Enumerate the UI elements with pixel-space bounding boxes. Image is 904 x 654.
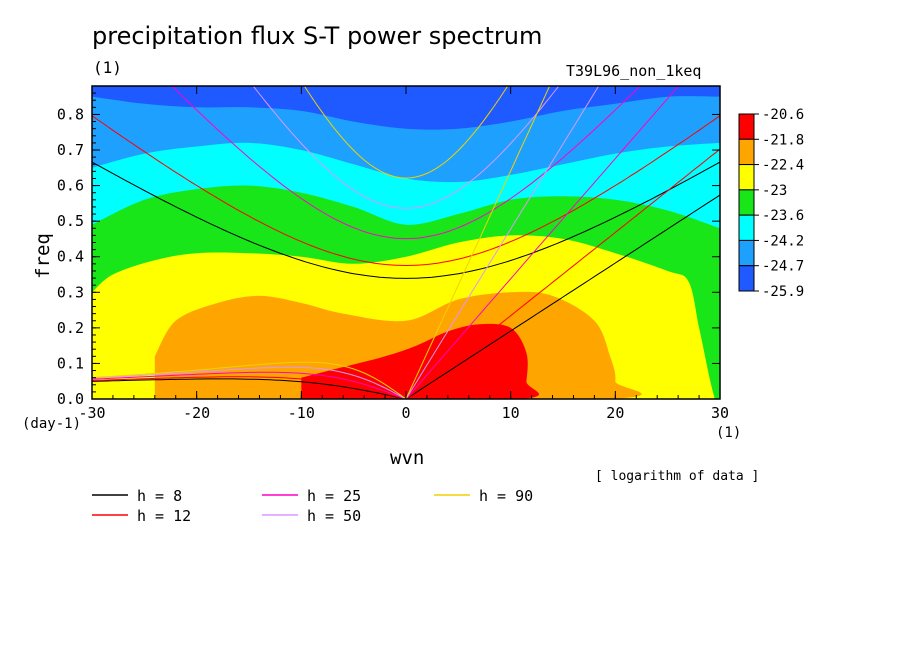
- contour-band-6: [301, 323, 539, 399]
- colorbar-cell-1: [738, 138, 755, 166]
- plot-area: [92, 86, 720, 399]
- x-tick-label: 10: [502, 404, 520, 422]
- y-axis-label: freq: [31, 233, 54, 279]
- y-units-label: (day-1): [22, 416, 82, 432]
- x-units-label: (1): [716, 425, 742, 441]
- igw-curve-h50: [252, 86, 560, 209]
- colorbar-label: -22.4: [762, 158, 804, 174]
- chart-title: precipitation flux S-T power spectrum: [92, 22, 543, 50]
- x-tick-label: -30: [78, 404, 105, 422]
- units-left-label: (1): [93, 58, 122, 77]
- kelvin-curve-h25: [405, 86, 680, 399]
- y-tick-label: 0.2: [57, 319, 84, 337]
- kelvin-curve-h12: [405, 148, 720, 399]
- colorbar-label: -23.6: [762, 208, 804, 224]
- rossby-curve-h12: [92, 376, 407, 399]
- x-axis-label: wvn: [390, 447, 425, 469]
- y-tick-label: 0.5: [57, 212, 84, 230]
- y-tick-label: 0.6: [57, 177, 84, 195]
- igw-curve-h8: [92, 161, 720, 279]
- x-tick-label: 20: [606, 404, 624, 422]
- y-tick-label: 0.3: [57, 283, 84, 301]
- kelvin-curve-h50: [405, 86, 600, 399]
- colorbar-cell-4: [738, 214, 755, 241]
- colorbar-label: -25.9: [762, 284, 804, 300]
- y-tick-label: 0.8: [57, 105, 84, 123]
- rossby-curve-h25: [92, 371, 407, 399]
- x-tick-label: 30: [711, 404, 729, 422]
- y-tick-label: 0.0: [57, 390, 84, 408]
- colorbar-label: -24.2: [762, 233, 804, 249]
- colorbar-label: -20.6: [762, 107, 804, 123]
- igw-curve-h12: [92, 115, 720, 267]
- rossby-curve-h90: [92, 361, 407, 399]
- log-note: [ logarithm of data ]: [595, 469, 760, 484]
- legend-label-h25: h = 25: [307, 487, 362, 505]
- colorbar-label: -24.7: [762, 259, 804, 275]
- y-tick-label: 0.7: [57, 141, 84, 159]
- igw-curve-h25: [171, 86, 641, 240]
- colorbar-cell-2: [738, 164, 755, 191]
- run-label: T39L96_non_1keq: [566, 62, 702, 80]
- colorbar-cell-6: [738, 265, 755, 292]
- kelvin-curve-h90: [405, 86, 551, 399]
- x-tick-label: -10: [288, 404, 315, 422]
- x-tick-label: -20: [183, 404, 210, 422]
- y-tick-label: 0.4: [57, 248, 84, 266]
- legend-label-h50: h = 50: [307, 507, 362, 525]
- legend-label-h90: h = 90: [479, 487, 534, 505]
- legend-label-h8: h = 8: [137, 487, 183, 505]
- colorbar-cell-0: [738, 113, 755, 140]
- colorbar-label: -21.8: [762, 132, 804, 148]
- colorbar-cell-5: [738, 239, 755, 267]
- y-tick-label: 0.1: [57, 354, 84, 372]
- legend-label-h12: h = 12: [137, 507, 192, 525]
- colorbar-cell-3: [738, 189, 755, 216]
- igw-curve-h90: [303, 86, 509, 179]
- x-tick-label: 0: [401, 404, 410, 422]
- rossby-curve-h50: [92, 366, 407, 399]
- rossby-curve-h8: [92, 378, 407, 399]
- kelvin-curve-h8: [405, 194, 720, 399]
- colorbar-label: -23: [762, 183, 787, 199]
